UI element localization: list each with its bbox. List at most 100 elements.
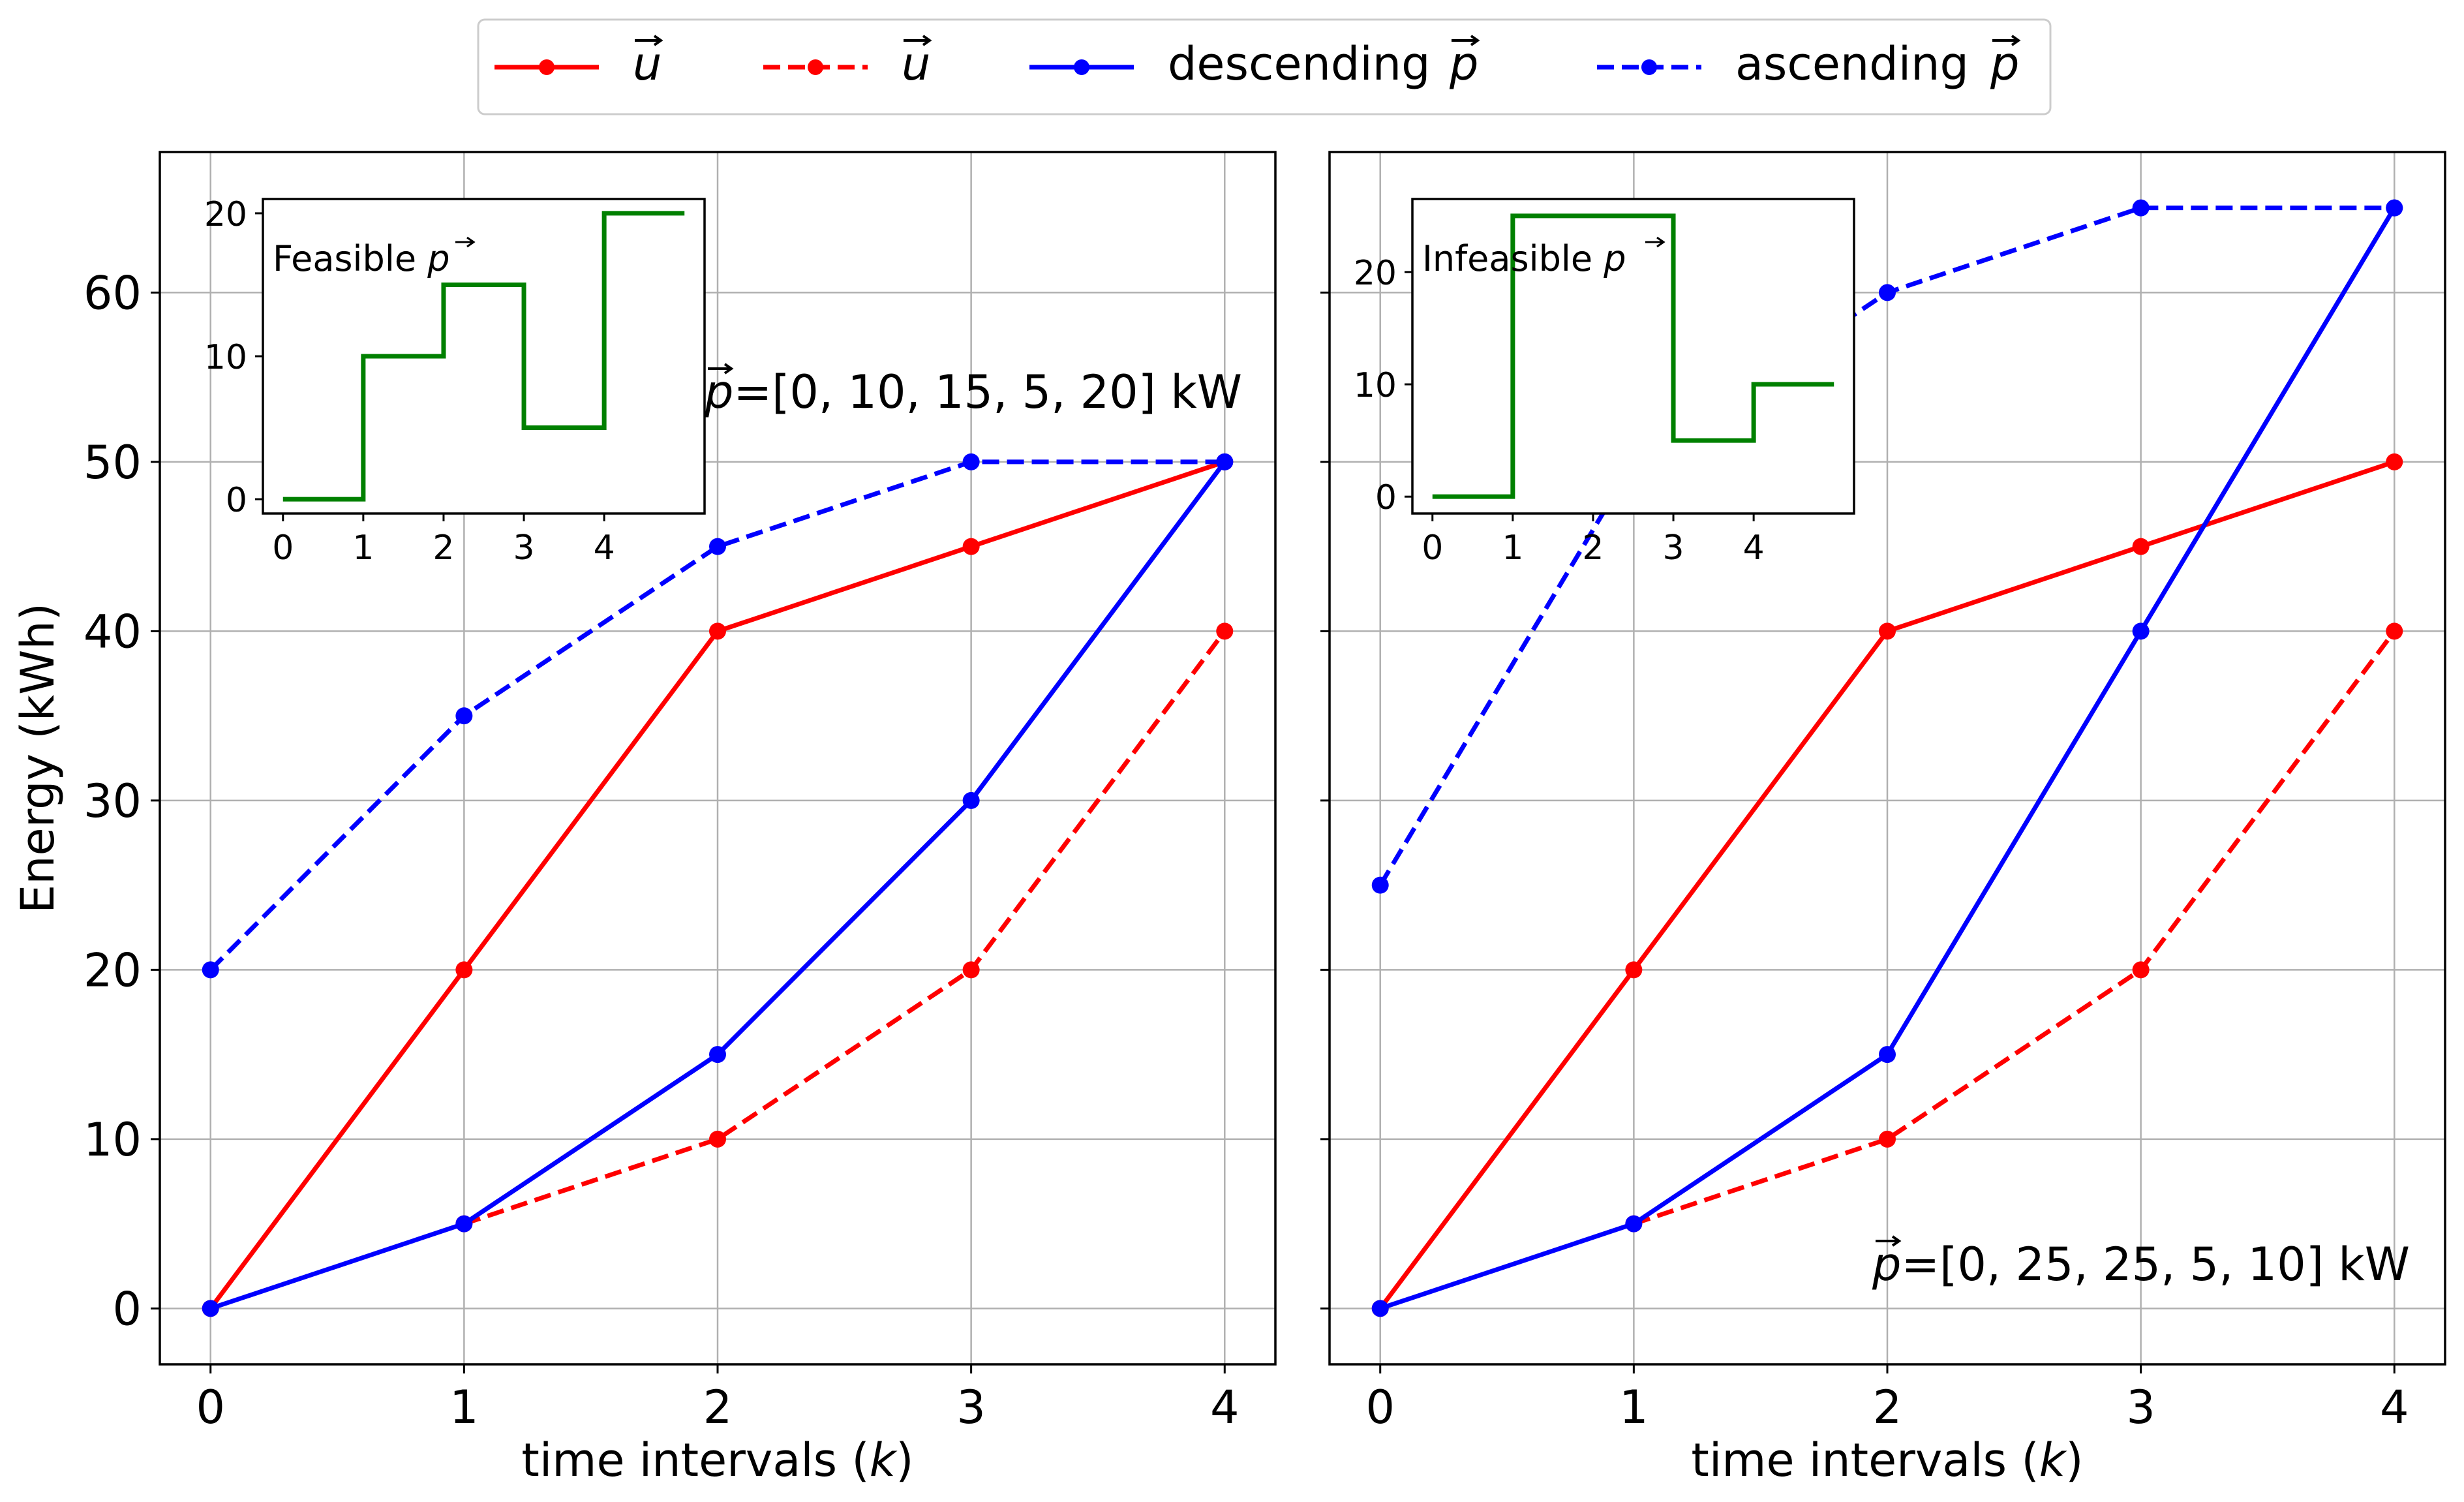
legend-entry: u (763, 35, 932, 91)
x-axis-label: time intervals (k) (521, 1433, 913, 1487)
x-tick-label: 2 (1873, 1381, 1902, 1434)
grid (160, 152, 1275, 1364)
inset-x-tick-label: 1 (352, 529, 374, 568)
vector-arrow-head (1656, 236, 1665, 248)
inset-label: Infeasible p (1422, 238, 1626, 279)
inset-frame (1411, 198, 1855, 515)
x-tick-label: 0 (196, 1381, 225, 1434)
vector-arrow-head (1891, 1235, 1902, 1247)
legend-label: descending (1168, 37, 1431, 91)
data-point (455, 961, 473, 979)
data-point (1879, 622, 1896, 640)
y-tick-label: 50 (84, 436, 142, 489)
data-point (2386, 622, 2403, 640)
inset-step-line (282, 211, 685, 502)
legend-symbol: p (1449, 37, 1478, 91)
data-point (1625, 961, 1643, 979)
data-point (1625, 1215, 1643, 1233)
inset-x-tick-label: 2 (1582, 529, 1604, 568)
legend-marker (808, 59, 823, 75)
vector-arrow-icon (1876, 1235, 1902, 1247)
data-point (1371, 1300, 1389, 1317)
vector-arrow-head (1470, 35, 1480, 46)
legend-label: ascending (1735, 37, 1969, 91)
panel-2: 0 1 2 3 4 time intervals (k) p=[0, 25, 25, 5, … (1320, 151, 2446, 1487)
data-point (709, 1046, 726, 1064)
inset-y-tick-label: 20 (1354, 254, 1397, 293)
data-point (202, 1300, 219, 1317)
vector-arrow-icon (635, 35, 663, 46)
y-tick-label: 0 (112, 1282, 142, 1336)
x-axis-label: time intervals (k) (1691, 1433, 2083, 1487)
inset-chart: 0 1 2 3 4 0 10 20 Feasible p (204, 195, 706, 568)
y-tick-label: 30 (84, 774, 142, 828)
legend-entry: u (494, 35, 663, 91)
vector-arrow-head (2011, 35, 2021, 46)
vector-arrow-head (922, 35, 932, 46)
legend: u u descending p ascending p (477, 18, 2052, 115)
data-point (2132, 961, 2150, 979)
inset-x-tick-label: 4 (1743, 529, 1765, 568)
vector-arrow-icon (1452, 35, 1480, 46)
x-tick-label: 1 (1619, 1381, 1649, 1434)
inset-chart: 0 1 2 3 4 0 10 20 Infeasible p (1354, 198, 1855, 568)
data-point (2132, 538, 2150, 555)
inset-y-tick-label: 10 (204, 338, 247, 377)
vector-arrow-icon (708, 363, 734, 375)
data-point (2386, 453, 2403, 470)
x-tick-label: 3 (956, 1381, 986, 1434)
data-point (202, 961, 219, 979)
data-point (1216, 453, 1234, 470)
inset-y-tick-label: 20 (204, 195, 247, 234)
data-point (1879, 284, 1896, 301)
data-point (1879, 1046, 1896, 1064)
data-point (709, 622, 726, 640)
series-line (463, 630, 1227, 1226)
x-tick-label: 4 (1210, 1381, 1240, 1434)
vector-arrow-icon (904, 35, 932, 46)
y-tick-label: 60 (84, 266, 142, 320)
x-tick-label: 2 (703, 1381, 733, 1434)
x-tick-label: 1 (449, 1381, 479, 1434)
inset-x-tick-label: 3 (513, 529, 534, 568)
vector-arrow-icon (455, 236, 476, 248)
inset-label: Feasible p (273, 238, 450, 279)
data-point (962, 538, 980, 555)
power-annotation: p=[0, 10, 15, 5, 20] kW (704, 365, 1242, 419)
vector-arrow-head (723, 363, 734, 375)
inset-x-tick-label: 0 (272, 529, 294, 568)
x-tick-label: 3 (2126, 1381, 2155, 1434)
x-tick-label: 0 (1365, 1381, 1395, 1434)
data-point (1879, 1130, 1896, 1148)
series-group (202, 453, 1234, 1317)
legend-marker (539, 59, 555, 75)
grid (1330, 152, 2445, 1364)
legend-symbol: u (633, 37, 662, 91)
inset-y-tick-label: 10 (1354, 366, 1397, 405)
legend-entry: ascending p (1597, 35, 2021, 91)
vector-arrow-head (653, 35, 663, 46)
vector-arrow-icon (1645, 236, 1665, 248)
legend-symbol: p (1990, 37, 2019, 91)
data-point (2132, 199, 2150, 217)
legend-marker (1641, 59, 1657, 75)
data-point (455, 1215, 473, 1233)
inset-x-tick-label: 0 (1422, 529, 1443, 568)
inset-step-line (1432, 213, 1834, 499)
power-annotation: p=[0, 25, 25, 5, 10] kW (1872, 1238, 2410, 1291)
data-point (709, 538, 726, 555)
series-line (1633, 630, 2397, 1226)
series-line (209, 459, 1225, 972)
vector-arrow-head (466, 236, 476, 248)
inset-x-tick-label: 2 (433, 529, 454, 568)
legend-entry: descending p (1029, 35, 1480, 91)
inset-x-tick-label: 1 (1502, 529, 1523, 568)
y-tick-label: 20 (84, 943, 142, 997)
data-point (1371, 876, 1389, 894)
series-group (1371, 199, 2403, 1317)
data-point (1216, 622, 1234, 640)
inset-x-tick-label: 3 (1662, 529, 1684, 568)
legend-frame (477, 18, 2052, 115)
